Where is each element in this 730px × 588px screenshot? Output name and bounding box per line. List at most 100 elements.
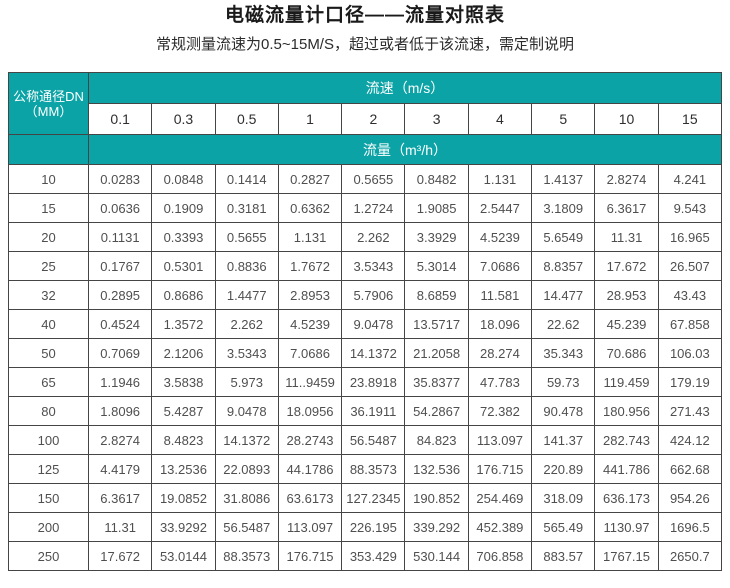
flow-value-cell: 2.262 [214,309,279,339]
flow-value-cell: 1.4477 [214,280,279,310]
flow-value-cell: 2.1206 [151,338,216,368]
dn-cell: 200 [8,512,89,542]
speed-value-cell: 15 [657,103,723,135]
flow-value-cell: 0.8836 [214,251,279,281]
flow-value-cell: 0.0636 [87,193,153,223]
flow-value-cell: 11.581 [467,280,533,310]
speed-value-cell: 2 [341,103,406,135]
flow-value-cell: 1.4137 [531,164,596,194]
table-row: 20 0.1131 0.3393 0.5655 1.131 2.262 3.3929 4.52… [8,222,723,252]
dn-cell: 10 [8,164,89,194]
page-title: 电磁流量计口径——流量对照表 [224,5,505,26]
flow-value-cell: 90.478 [531,396,596,426]
page: 电磁流量计口径——流量对照表 常规测量流速为0.5~15M/S，超过或者低于该流… [8,5,723,571]
flow-group-header: 流量（m³/h） [88,134,722,165]
flow-value-cell: 28.953 [594,280,659,310]
flow-value-cell: 0.3393 [151,222,216,252]
flow-value-cell: 72.382 [467,396,533,426]
flow-value-cell: 7.0686 [467,251,533,281]
speed-value-cell: 0.5 [214,103,279,135]
flow-value-cell: 1.1946 [87,367,153,397]
flow-value-cell: 353.429 [341,541,406,571]
table-row: 80 1.8096 5.4287 9.0478 18.0956 36.1911 54.286… [8,396,723,426]
speed-value-cell: 5 [531,103,596,135]
flow-value-cell: 22.62 [531,309,596,339]
dn-cell: 15 [8,193,89,223]
flow-value-cell: 3.5343 [341,251,406,281]
flow-value-cell: 106.03 [657,338,723,368]
flow-value-cell: 0.5655 [341,164,406,194]
flow-value-cell: 0.5301 [151,251,216,281]
flow-value-cell: 0.7069 [87,338,153,368]
dn-cell: 32 [8,280,89,310]
flow-value-cell: 43.43 [657,280,723,310]
speed-value-cell: 3 [404,103,469,135]
flow-value-cell: 14.1372 [341,338,406,368]
flow-value-cell: 67.858 [657,309,723,339]
flow-value-cell: 3.5838 [151,367,216,397]
flow-value-cell: 318.09 [531,483,596,513]
dn-cell: 40 [8,309,89,339]
dn-cell: 25 [8,251,89,281]
flow-value-cell: 14.477 [531,280,596,310]
flow-value-cell: 2.5447 [467,193,533,223]
flow-value-cell: 1.131 [467,164,533,194]
flow-value-cell: 8.6859 [404,280,469,310]
flow-value-cell: 0.3181 [214,193,279,223]
flow-value-cell: 1.2724 [341,193,406,223]
table-row: 40 0.4524 1.3572 2.262 4.5239 9.0478 13.5717 18… [8,309,723,339]
flow-value-cell: 33.9292 [151,512,216,542]
flow-value-cell: 954.26 [657,483,723,513]
speed-value-cell: 4 [467,103,533,135]
table-row: 200 11.31 33.9292 56.5487 113.097 226.195 339.… [8,512,723,542]
flow-value-cell: 706.858 [467,541,533,571]
table-row: 100 2.8274 8.4823 14.1372 28.2743 56.5487 84.8… [8,425,723,455]
speed-group-header: 流速（m/s） [88,72,722,104]
flow-value-cell: 35.343 [531,338,596,368]
speed-value-cell: 0.3 [151,103,216,135]
flow-value-cell: 883.57 [531,541,596,571]
flow-value-cell: 0.1131 [87,222,153,252]
flow-value-cell: 282.743 [594,425,659,455]
flow-value-cell: 6.3617 [594,193,659,223]
speed-value-cell: 1 [277,103,343,135]
flow-value-cell: 0.2895 [87,280,153,310]
flow-value-cell: 1.8096 [87,396,153,426]
flow-value-cell: 7.0686 [277,338,343,368]
flow-value-cell: 190.852 [404,483,469,513]
flow-value-cell: 176.715 [277,541,343,571]
flow-value-cell: 132.536 [404,454,469,484]
flow-value-cell: 113.097 [467,425,533,455]
flow-value-cell: 47.783 [467,367,533,397]
corner-header: 公称通径DN （MM） [8,72,89,135]
flow-value-cell: 0.5655 [214,222,279,252]
flow-value-cell: 5.7906 [341,280,406,310]
flow-value-cell: 22.0893 [214,454,279,484]
flow-value-cell: 13.5717 [404,309,469,339]
flow-value-cell: 18.0956 [277,396,343,426]
flow-value-cell: 3.3929 [404,222,469,252]
flow-value-cell: 35.8377 [404,367,469,397]
flow-value-cell: 28.2743 [277,425,343,455]
flow-value-cell: 226.195 [341,512,406,542]
table-row: 65 1.1946 3.5838 5.973 11..9459 23.8918 35.837… [8,367,723,397]
speed-values-row: 0.1 0.3 0.5 1 2 3 4 5 10 15 [9,103,723,135]
flow-value-cell: 11.31 [594,222,659,252]
flow-value-cell: 54.2867 [404,396,469,426]
flow-value-cell: 0.1909 [151,193,216,223]
flow-value-cell: 180.956 [594,396,659,426]
flow-value-cell: 565.49 [531,512,596,542]
flow-value-cell: 21.2058 [404,338,469,368]
flow-value-cell: 4.5239 [467,222,533,252]
flow-value-cell: 271.43 [657,396,723,426]
flow-value-cell: 8.8357 [531,251,596,281]
flow-value-cell: 2.8274 [87,425,153,455]
dn-cell: 250 [8,541,89,571]
flow-value-cell: 17.672 [87,541,153,571]
speed-value-cell: 10 [594,103,659,135]
flow-group-row: 流量（m³/h） [8,134,722,165]
flow-value-cell: 0.0283 [87,164,153,194]
flow-value-cell: 119.459 [594,367,659,397]
flow-value-cell: 3.1809 [531,193,596,223]
flow-value-cell: 44.1786 [277,454,343,484]
